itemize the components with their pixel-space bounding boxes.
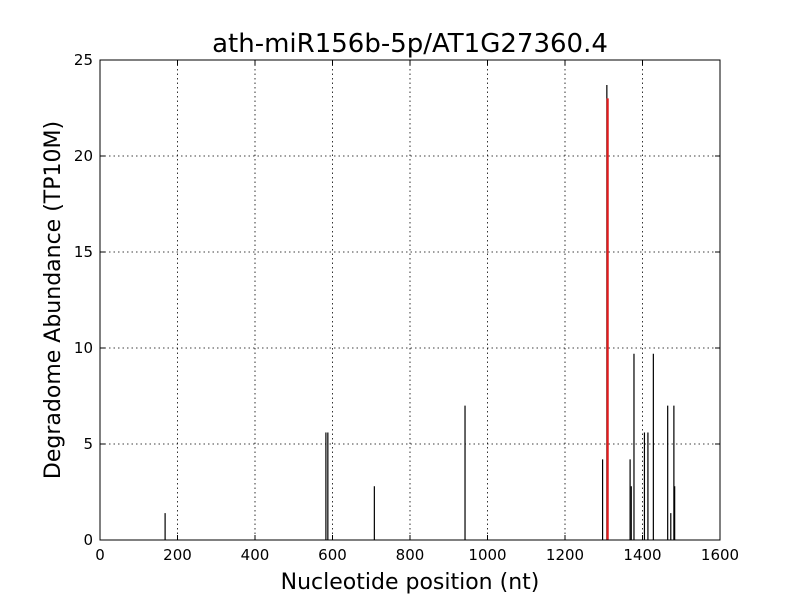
x-tick-label: 600 — [318, 546, 347, 564]
grid — [100, 60, 720, 540]
x-tick-label: 200 — [163, 546, 192, 564]
x-tick-label: 800 — [396, 546, 425, 564]
y-axis-label: Degradome Abundance (TP10M) — [41, 121, 66, 479]
y-tick-label: 5 — [83, 435, 93, 453]
x-axis-label: Nucleotide position (nt) — [281, 570, 540, 595]
y-tick-label: 25 — [74, 51, 93, 69]
y-tick-label: 10 — [74, 339, 93, 357]
plot-area — [164, 84, 676, 540]
x-tick-label: 1600 — [701, 546, 739, 564]
chart-title: ath-miR156b-5p/AT1G27360.4 — [212, 29, 608, 59]
x-tick-label: 400 — [241, 546, 270, 564]
x-tick-label: 1200 — [546, 546, 584, 564]
y-tick-label: 0 — [83, 531, 93, 549]
x-tick-label: 1000 — [468, 546, 506, 564]
x-tick-label: 0 — [95, 546, 105, 564]
x-tick-label: 1400 — [623, 546, 661, 564]
y-tick-label: 20 — [74, 147, 93, 165]
y-tick-label: 15 — [74, 243, 93, 261]
axis-ticks: 0 200 400 600 800 1000 1200 1400 1600 0 5 10 15 20 25 — [74, 51, 739, 564]
